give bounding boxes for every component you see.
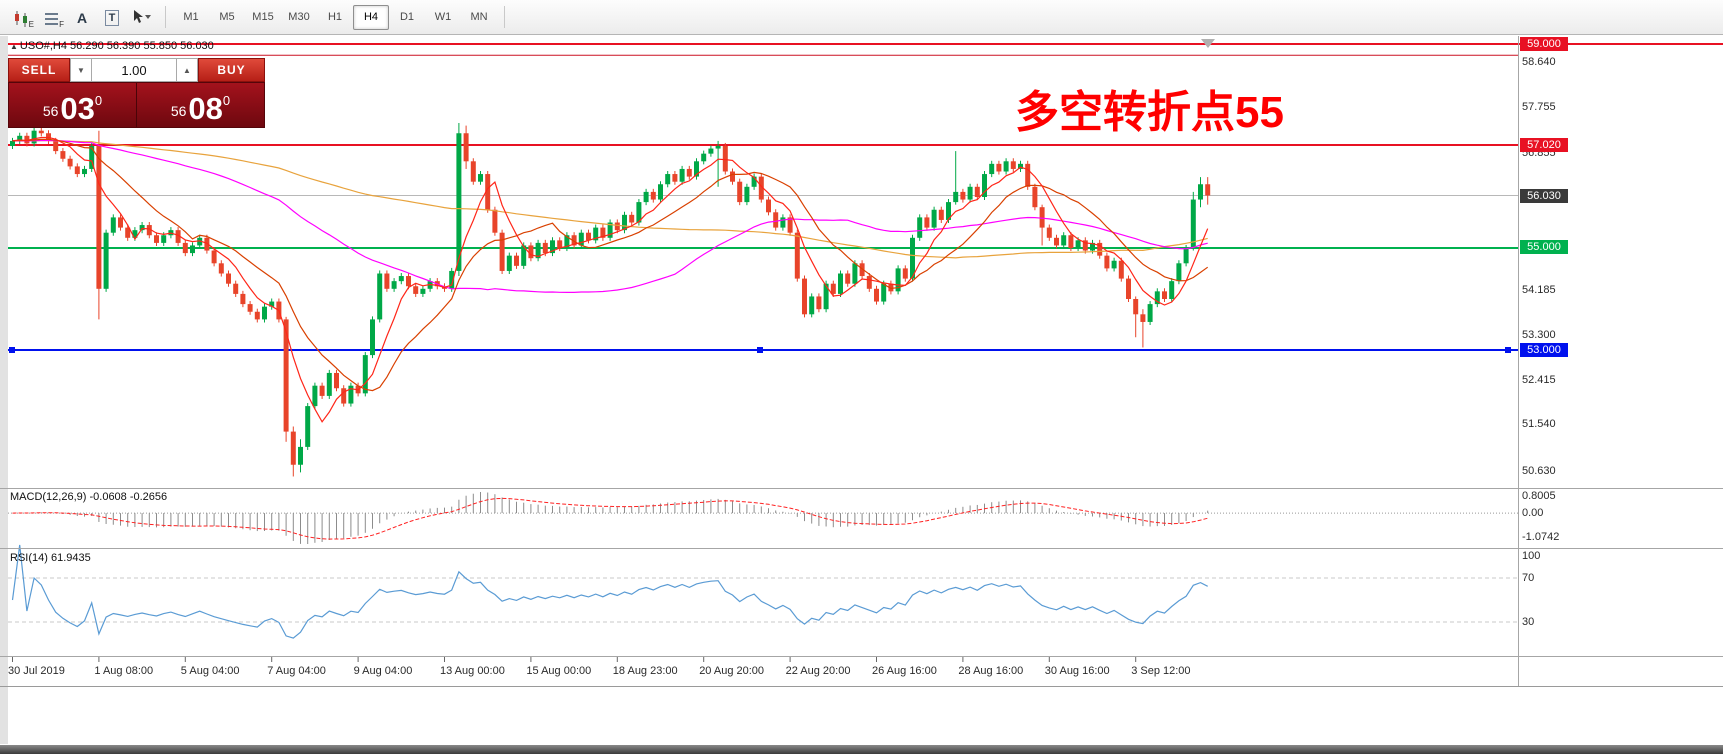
toolbar: E F A T M1 M5 M15 M30 H1 H4 D [0,0,1723,35]
hline-handle[interactable] [9,347,15,353]
timeframe-h4[interactable]: H4 [353,4,389,30]
ask-pips: 08 [188,90,223,126]
symbol-ohlc-text: USO#,H4 56.290 56.390 55.850 56.030 [19,40,214,52]
lot-size-input[interactable] [92,58,176,82]
symbol-marker-icon: ▲ [10,42,18,51]
macd-name: MACD(12,26,9) [10,491,87,503]
moving-averages-layer [12,136,1209,423]
macd-layer [8,492,1518,544]
timeframe-m30[interactable]: M30 [288,11,310,23]
candles-icon [15,11,27,27]
timeframe-m5[interactable]: M5 [219,11,235,23]
price-badge-53000: 53.000 [1520,343,1568,357]
lot-decrease-button[interactable]: ▼ [70,58,92,82]
rsi-pane-separator[interactable] [0,548,1723,549]
cursor-dropdown-icon [134,10,151,23]
price-badge-current: 56.030 [1520,189,1568,203]
rsi-value: 61.9435 [50,552,91,564]
candles-layer [10,123,1211,477]
timeframe-mn[interactable]: MN [470,11,488,23]
price-axis-border [1518,36,1519,686]
price-badge-57020: 57.020 [1520,138,1568,152]
timeframe-m1[interactable]: M1 [183,11,199,23]
chart-bottom-border [0,686,1723,687]
timeframe-w1[interactable]: W1 [434,11,452,23]
lines-template-icon[interactable]: F [38,4,66,30]
time-axis-separator [0,656,1723,657]
cursor-tool[interactable] [128,4,156,30]
timeframe-h1[interactable]: H1 [327,11,343,23]
timeframe-d1[interactable]: D1 [399,11,415,23]
rsi-layer [8,544,1518,639]
bid-pips: 03 [60,90,95,126]
list-lines-icon [45,13,58,25]
chart-shift-marker[interactable] [1201,39,1215,48]
time-ticks [12,657,1137,662]
bid-figure: 56 [42,103,59,119]
bottom-edge [0,745,1723,754]
trade-panel-divider [136,83,137,127]
letter-a-icon: A [76,10,88,26]
hline-handle[interactable] [1505,347,1511,353]
price-badge-59000: 59.000 [1520,37,1568,51]
toolbar-separator [165,6,166,28]
bid-sup: 0 [94,93,103,108]
symbol-ohlc-label: ▲ USO#,H4 56.290 56.390 55.850 56.030 [10,40,214,52]
one-click-trading-panel: SELL ▼ ▲ BUY 56 03 0 56 08 0 [8,58,265,128]
macd-pane-separator[interactable] [0,488,1723,489]
sell-button[interactable]: SELL [8,58,70,82]
tool-badge-e: E [28,20,34,29]
left-gutter [0,36,8,744]
price-badge-55000: 55.000 [1520,240,1568,254]
ask-sup: 0 [222,93,231,108]
buy-price-button[interactable]: 56 08 0 [137,83,264,127]
candles-template-icon[interactable]: E [8,4,36,30]
toolbar-separator-2 [504,6,505,28]
hline-handle[interactable] [757,347,763,353]
sell-price-button[interactable]: 56 03 0 [9,83,136,127]
macd-label: MACD(12,26,9) -0.0608 -0.2656 [10,491,167,503]
hline-53.000[interactable] [8,347,1518,353]
ask-figure: 56 [170,103,187,119]
tool-badge-f: F [59,20,64,29]
lot-increase-button[interactable]: ▲ [176,58,198,82]
trade-panel-price-row: 56 03 0 56 08 0 [8,82,265,128]
text-tool-t[interactable]: T [98,4,126,30]
rsi-name: RSI(14) [10,552,48,564]
chart-annotation-text[interactable]: 多空转折点55 [1015,88,1284,137]
text-tool-a[interactable]: A [68,4,96,30]
buy-button[interactable]: BUY [198,58,265,82]
macd-values: -0.0608 -0.2656 [89,491,168,503]
trade-panel-top-row: SELL ▼ ▲ BUY [8,58,265,82]
letter-t-icon: T [104,10,120,26]
rsi-label: RSI(14) 61.9435 [10,552,91,564]
timeframe-m15[interactable]: M15 [252,11,274,23]
